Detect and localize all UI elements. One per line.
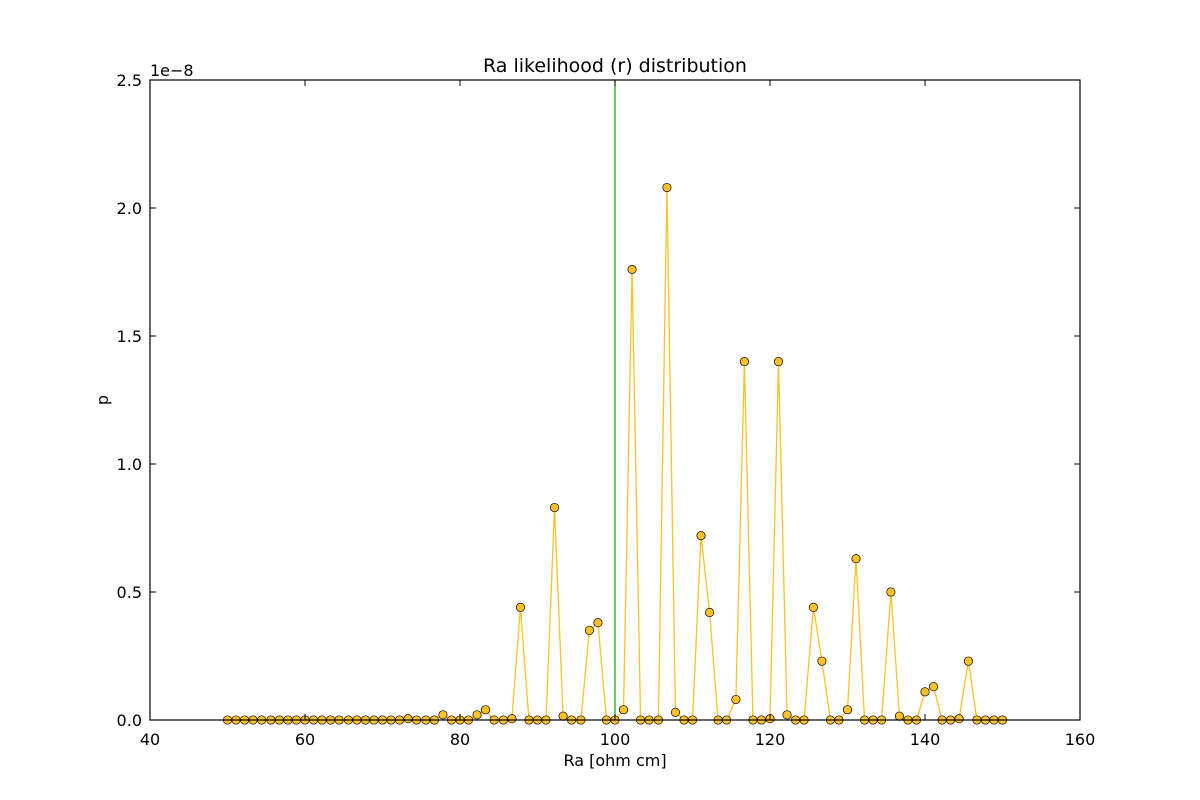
data-point [507, 714, 517, 724]
data-point [670, 707, 680, 717]
chart-title: Ra likelihood (r) distribution [483, 55, 747, 77]
y-tick-label: 1.0 [117, 455, 142, 474]
data-point [558, 711, 568, 721]
data-point [817, 656, 827, 666]
data-point [782, 710, 792, 720]
data-point [851, 554, 861, 564]
data-point [472, 710, 482, 720]
x-tick-label: 80 [450, 730, 470, 749]
y-offset-label: 1e−8 [150, 61, 194, 80]
data-point [593, 618, 603, 628]
data-point [808, 602, 818, 612]
data-point [549, 502, 560, 513]
data-point [627, 264, 637, 274]
axes-layer: 40 60 80 100 120 140 160 0.0 0.5 1.0 1.5 2.0 2.5 [117, 71, 1096, 749]
data-point [773, 357, 784, 367]
y-tick-label: 2.0 [117, 199, 142, 218]
x-tick-label: 140 [910, 730, 941, 749]
data-point [618, 705, 629, 715]
x-tick-label: 120 [755, 730, 786, 749]
data-point [438, 710, 448, 720]
y-tick-label: 1.5 [117, 327, 142, 346]
y-axis-label: p [93, 395, 112, 405]
data-point [920, 687, 930, 697]
data-point [928, 682, 939, 692]
y-tick-label: 2.5 [117, 71, 142, 90]
data-point [584, 625, 594, 635]
x-tick-label: 60 [295, 730, 315, 749]
x-axis-label: Ra [ohm cm] [563, 751, 666, 770]
data-point [894, 711, 904, 721]
data-point [704, 607, 715, 618]
data-point [515, 602, 525, 612]
data-point [963, 656, 973, 666]
data-point [481, 705, 491, 715]
y-tick-label: 0.5 [117, 583, 142, 602]
x-tick-label: 100 [600, 730, 631, 749]
data-point [731, 694, 741, 705]
data-point [696, 531, 706, 541]
data-point [886, 587, 896, 597]
data-point [662, 182, 672, 193]
data-point [842, 705, 853, 715]
data-point [954, 714, 964, 724]
x-tick-label: 160 [1065, 730, 1096, 749]
data-point [739, 357, 749, 367]
x-tick-label: 40 [140, 730, 160, 749]
y-tick-label: 0.0 [117, 711, 142, 730]
data-point [403, 714, 413, 724]
